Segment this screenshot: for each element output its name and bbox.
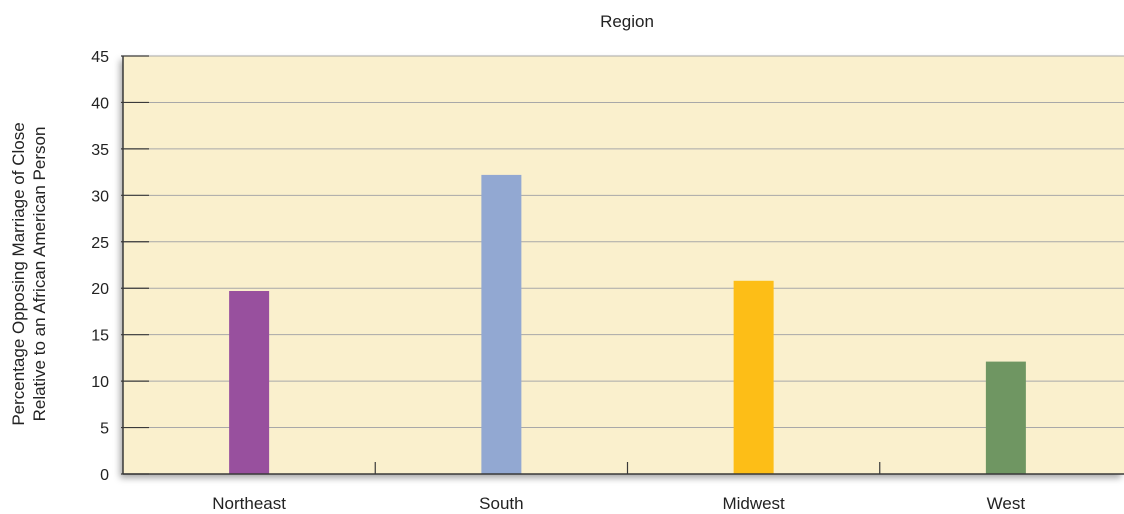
bar-west [986,362,1026,474]
x-tick-label-south: South [479,494,523,513]
y-axis-label: Percentage Opposing Marriage of Close Re… [9,122,49,425]
plot-area [123,56,1124,474]
y-tick-label: 20 [91,281,109,298]
y-tick-label: 0 [100,467,109,484]
y-tick-label: 40 [91,95,109,112]
bar-south [481,175,521,474]
y-tick-label: 30 [91,188,109,205]
x-tick-label-northeast: Northeast [212,494,286,513]
y-tick-label: 35 [91,142,109,159]
y-tick-label: 5 [100,421,109,438]
bar-northeast [229,291,269,474]
chart-title: Region [600,12,654,31]
y-tick-label: 15 [91,328,109,345]
x-tick-label-midwest: Midwest [722,494,785,513]
bar-midwest [734,281,774,474]
x-tick-label-west: West [987,494,1026,513]
y-tick-label: 45 [91,49,109,66]
y-tick-label: 10 [91,374,109,391]
y-axis-label-line-2: Relative to an African American Person [30,127,49,422]
y-axis-label-line-1: Percentage Opposing Marriage of Close [9,122,28,425]
y-tick-label: 25 [91,235,109,252]
